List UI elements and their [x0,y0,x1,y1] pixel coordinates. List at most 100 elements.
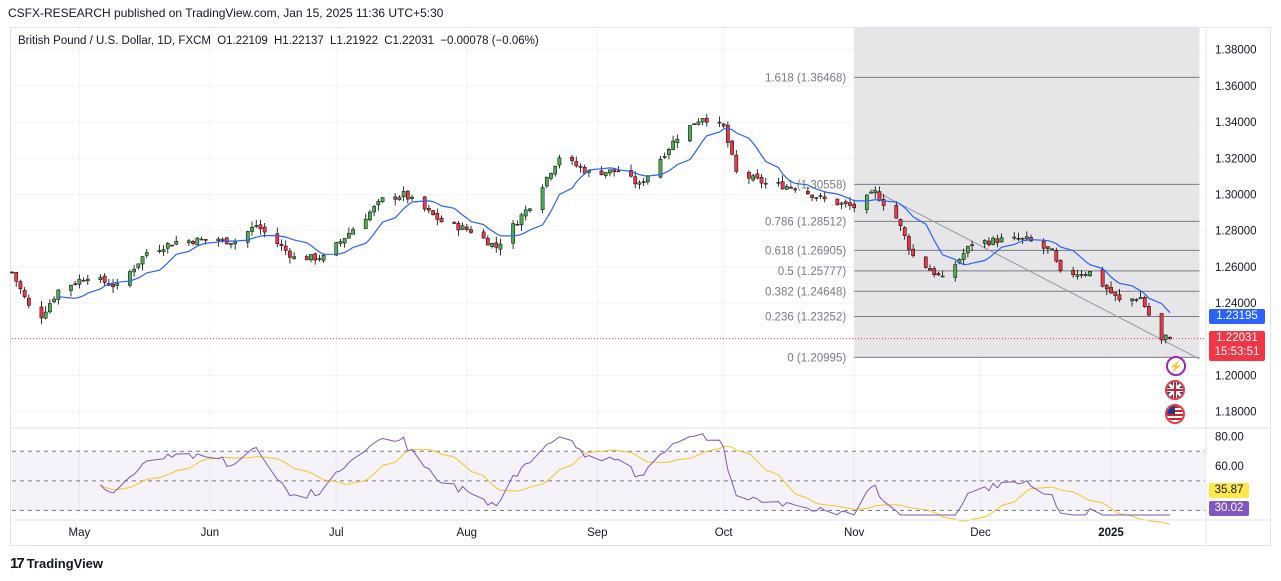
rsi-tick-label: 80.00 [1215,431,1244,443]
price-tick-label: 1.20000 [1215,370,1257,382]
candle-body [570,156,574,161]
uk-flag-icon[interactable] [1165,380,1185,400]
candle-body [174,240,179,245]
candle-body [932,268,937,275]
moving-average-line [58,127,1171,314]
price-tick-label: 1.36000 [1215,81,1257,93]
candle-body [603,172,608,176]
candle-body [380,197,385,202]
candle-body [544,176,549,187]
candle-body [195,237,200,246]
candle-body [700,118,705,123]
ma-value: 1.23195 [1216,310,1258,322]
candle-body [1071,270,1075,276]
candle-body [995,238,1000,244]
candle-body [839,202,844,205]
candle-body [69,284,73,291]
candle-body [14,272,19,282]
candle-body [599,170,604,176]
candle-body [342,238,347,244]
candle-body [987,240,991,245]
fib-level-label: 0.618 (1.26905) [765,245,846,257]
candle-body [1054,250,1059,262]
candle-body [953,264,958,278]
fib-level-label: 0.786 (1.28512) [765,216,846,228]
candle-body [982,240,987,244]
candle-body [822,196,827,200]
trend-line[interactable] [870,188,1200,360]
chart-frame[interactable] [10,27,1271,546]
candle-body [1100,269,1105,287]
candle-body [1075,274,1080,277]
candle-body [397,196,402,201]
candle-body [165,243,170,249]
candle-body [671,140,675,150]
candle-body [431,210,435,215]
candle-body [553,165,558,175]
candle-body [18,281,23,290]
candle-body [376,200,381,206]
price-tick-label: 1.30000 [1215,189,1257,201]
candle-body [216,238,221,242]
candle-body [1142,297,1147,308]
candle-body [843,201,848,204]
rsi-ma-tag: 35.87 [1209,483,1249,498]
lightning-icon[interactable]: ⚡ [1166,356,1186,376]
candle-body [250,227,254,232]
candle-body [1134,299,1139,301]
last-price-value: 1.22031 [1216,332,1258,344]
candle-body [313,253,318,261]
candle-body [170,244,174,247]
candle-body [229,243,233,245]
candle-body [1058,259,1063,272]
candle-body [102,275,107,283]
candle-body [304,256,309,261]
candle-body [254,225,259,227]
fib-level-label: 1 (1.30558) [787,179,846,191]
tradingview-logo[interactable]: 17 TradingView [10,555,103,572]
candle-body [1020,237,1025,240]
candle-body [784,186,789,190]
candle-body [806,190,810,195]
candle-body [966,246,970,254]
candle-body [1016,237,1021,240]
time-tick-label: Jun [201,527,220,539]
candle-body [936,273,941,276]
candle-body [422,196,427,210]
candle-body [203,239,208,241]
candle-body [814,197,819,199]
time-tick-label: Aug [457,527,477,539]
candle-body [98,276,103,281]
candle-body [616,170,621,173]
candle-body [405,190,410,200]
time-tick-label: Nov [844,527,865,539]
publish-caption: CSFX-RESEARCH published on TradingView.c… [8,6,444,20]
candle-body [848,202,852,206]
fib-level-label: 0.5 (1.25777) [778,266,847,278]
candle-body [675,138,680,144]
time-tick-label: 2025 [1098,527,1124,539]
candle-body [641,181,646,183]
candle-body [696,121,701,125]
candle-body [401,191,406,197]
candle-body [1159,313,1164,341]
fib-level-label: 0 (1.20995) [787,352,846,364]
us-flag-icon[interactable] [1165,404,1185,424]
candle-body [734,154,739,172]
candle-body [245,231,250,243]
candle-body [515,224,520,226]
candle-body [262,226,267,233]
candle-body [717,121,722,124]
symbol-legend[interactable]: British Pound / U.S. Dollar, 1D, FXCM O1… [18,35,542,47]
candle-body [288,250,292,258]
candle-body [460,225,465,230]
candle-body [704,117,709,123]
candle-body [469,229,473,233]
candle-body [338,241,343,244]
candle-body [961,253,966,260]
candle-body [877,191,882,201]
rsi-ma-line [100,445,1171,525]
candle-body [427,207,431,211]
candle-body [136,263,141,268]
